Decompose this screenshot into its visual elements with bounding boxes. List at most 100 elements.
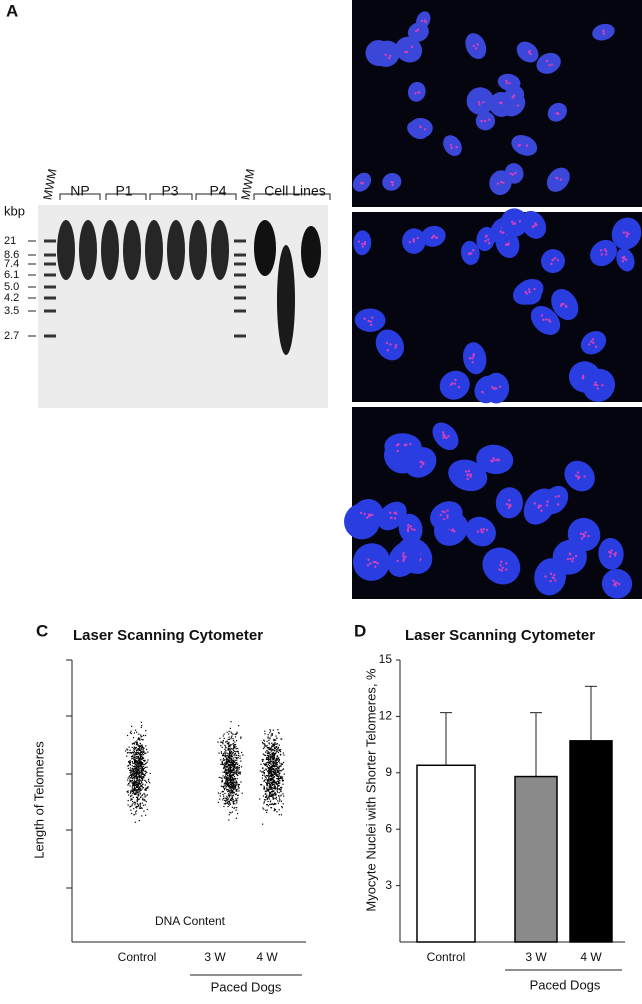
cloud-dot bbox=[274, 782, 276, 784]
cloud-dot bbox=[271, 752, 273, 754]
x-tick-label: 4 W bbox=[580, 950, 602, 964]
cloud-dot bbox=[134, 758, 136, 760]
telomere-spot bbox=[601, 384, 604, 387]
cloud-dot bbox=[225, 763, 227, 766]
cloud-dot bbox=[235, 733, 237, 735]
cloud-dot bbox=[134, 774, 136, 776]
telomere-spot bbox=[407, 526, 410, 529]
telomere-spot bbox=[527, 51, 531, 54]
lane-label: MWM bbox=[40, 168, 59, 201]
cloud-dot bbox=[278, 791, 280, 794]
cloud-dot bbox=[139, 749, 142, 752]
cloud-dot bbox=[268, 777, 270, 780]
cloud-dot bbox=[235, 770, 237, 772]
cloud-dot bbox=[266, 755, 268, 757]
cloud-dot bbox=[227, 745, 230, 747]
telomere-spot bbox=[511, 96, 514, 99]
gel-band bbox=[277, 245, 295, 355]
cloud-dot bbox=[226, 752, 228, 754]
cloud-dot bbox=[142, 768, 144, 771]
telomere-spot bbox=[545, 318, 548, 321]
unit-label: kbp bbox=[4, 203, 25, 218]
cloud-dot bbox=[232, 774, 235, 777]
telomere-spot bbox=[612, 579, 615, 582]
telomere-spot bbox=[393, 511, 396, 515]
cloud-dot bbox=[282, 779, 285, 782]
cloud-dot bbox=[228, 730, 230, 732]
cloud-dot bbox=[133, 813, 135, 816]
cloud-dot bbox=[229, 754, 231, 757]
cloud-dot bbox=[230, 812, 232, 814]
cloud-dot bbox=[230, 770, 233, 772]
cloud-dot bbox=[272, 803, 275, 806]
telomere-spot bbox=[424, 20, 428, 24]
telomere-spot bbox=[441, 510, 444, 513]
cloud-dot bbox=[264, 796, 267, 798]
cloud-dot bbox=[134, 775, 136, 778]
cloud-dot bbox=[261, 777, 264, 779]
cloud-dot bbox=[231, 806, 233, 808]
nucleus bbox=[407, 81, 426, 102]
cloud-dot bbox=[138, 759, 141, 761]
cloud-dot bbox=[273, 761, 275, 763]
cloud-dot bbox=[221, 754, 224, 757]
cloud-dot bbox=[226, 780, 228, 783]
cloud-dot bbox=[264, 799, 267, 801]
telomere-spot bbox=[472, 353, 476, 356]
cloud-dot bbox=[141, 802, 144, 804]
cloud-dot bbox=[229, 792, 232, 794]
cloud-dot bbox=[273, 787, 275, 790]
cloud-dot bbox=[237, 788, 239, 790]
cloud-dot bbox=[233, 753, 235, 755]
telomere-spot bbox=[591, 338, 595, 341]
cloud-dot bbox=[138, 767, 140, 769]
cloud-dot bbox=[233, 750, 235, 752]
cloud-dot bbox=[147, 759, 149, 761]
cloud-dot bbox=[224, 766, 226, 768]
cloud-dot bbox=[144, 752, 146, 754]
cloud-dot bbox=[135, 780, 137, 782]
cloud-dot bbox=[276, 783, 278, 785]
cloud-dot bbox=[138, 807, 141, 809]
cloud-dot bbox=[262, 771, 264, 773]
cloud-dot bbox=[140, 769, 142, 771]
gel-band bbox=[57, 220, 75, 280]
cloud-dot bbox=[223, 785, 225, 787]
cloud-dot bbox=[236, 778, 238, 780]
cloud-dot bbox=[277, 800, 279, 802]
cloud-dot bbox=[137, 764, 140, 766]
cloud-dot bbox=[236, 761, 238, 764]
nucleus bbox=[476, 444, 514, 475]
cloud-dot bbox=[228, 770, 230, 772]
cloud-dot bbox=[229, 777, 231, 779]
cloud-dot bbox=[230, 760, 233, 762]
cloud-dot bbox=[275, 774, 278, 776]
cloud-dot bbox=[136, 805, 139, 808]
cloud-dot bbox=[272, 768, 275, 771]
cloud-dot bbox=[135, 790, 137, 792]
cloud-dot bbox=[141, 795, 143, 797]
cloud-dot bbox=[217, 801, 219, 803]
cloud-dot bbox=[263, 788, 265, 790]
cloud-dot bbox=[271, 803, 273, 805]
cloud-dot bbox=[225, 772, 227, 774]
cloud-dot bbox=[271, 793, 273, 795]
cloud-dot bbox=[271, 756, 273, 758]
cloud-dot bbox=[134, 755, 136, 757]
cloud-dot bbox=[270, 746, 272, 749]
cloud-dot bbox=[222, 793, 224, 796]
cloud-dot bbox=[227, 783, 229, 785]
cloud-dot bbox=[132, 770, 134, 772]
cloud-dot bbox=[226, 755, 228, 757]
telomere-spot bbox=[442, 431, 445, 434]
cloud-dot bbox=[277, 785, 279, 787]
cloud-dot bbox=[269, 795, 272, 797]
cloud-dot bbox=[277, 746, 280, 748]
cloud-dot bbox=[228, 768, 230, 770]
cloud-dot bbox=[131, 788, 133, 790]
cloud-dot bbox=[274, 747, 276, 750]
cloud-dot bbox=[280, 786, 282, 789]
cloud-dot bbox=[145, 787, 147, 789]
cloud-dot bbox=[234, 777, 236, 780]
